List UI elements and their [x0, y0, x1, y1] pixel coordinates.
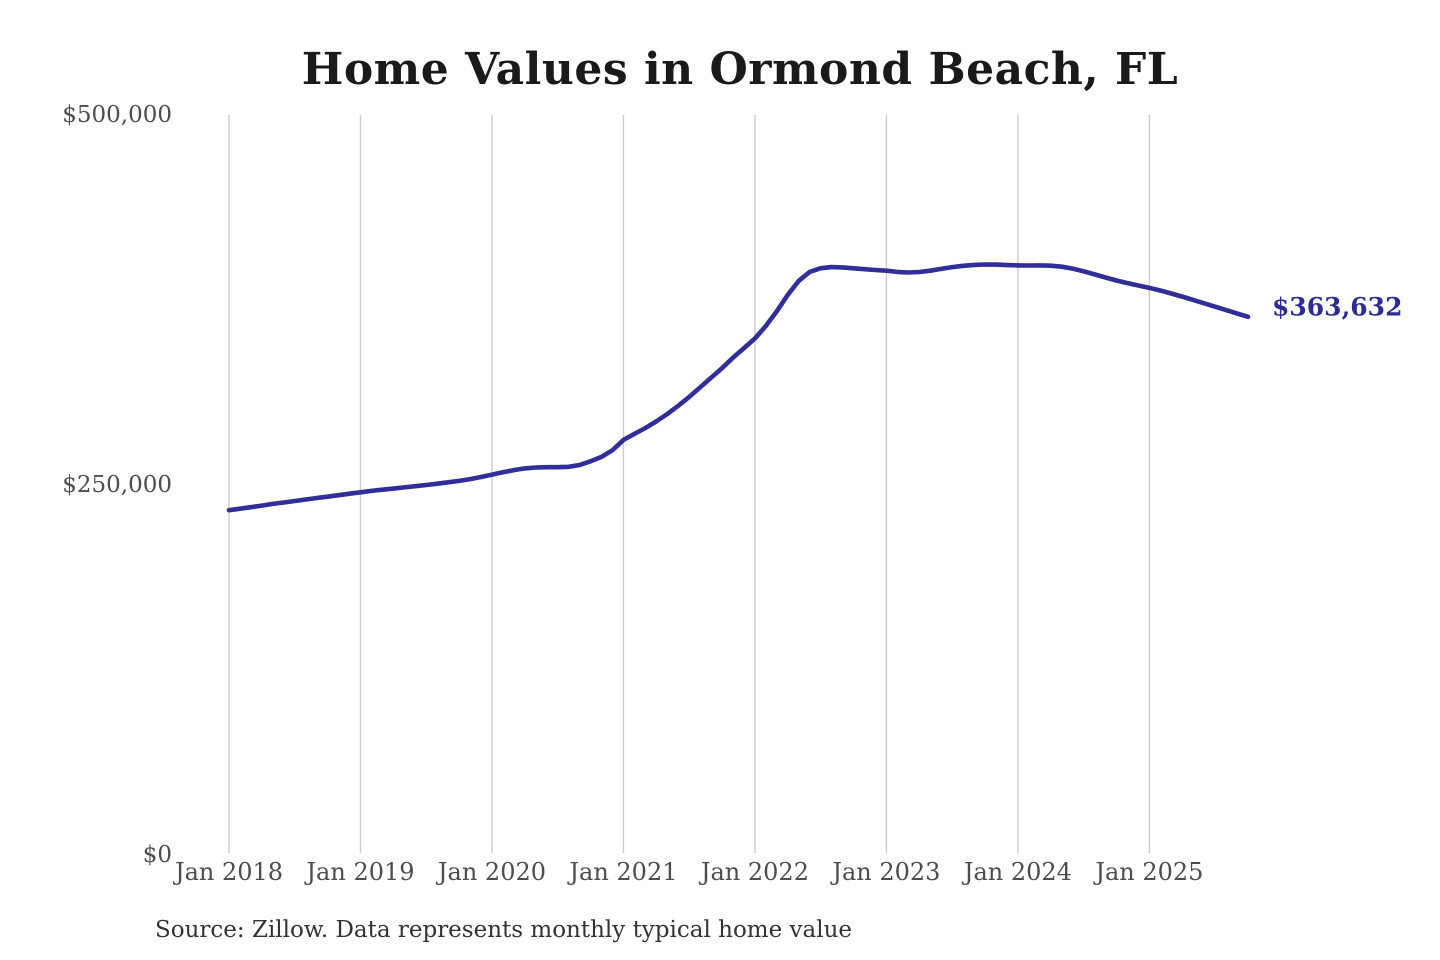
y-tick-label: $0: [142, 842, 172, 868]
x-tick-label: Jan 2018: [174, 858, 284, 886]
x-tick-label: Jan 2021: [569, 858, 678, 886]
y-tick-label: $250,000: [62, 472, 172, 498]
y-tick-label: $500,000: [62, 102, 172, 128]
latest-value-label: $363,632: [1272, 292, 1403, 322]
x-tick-label: Jan 2023: [832, 858, 941, 886]
x-tick-label: Jan 2020: [437, 858, 546, 886]
home-value-line: [226, 262, 1251, 513]
x-tick-label: Jan 2022: [700, 858, 809, 886]
x-tick-label: Jan 2024: [963, 858, 1072, 886]
source-note: Source: Zillow. Data represents monthly …: [155, 917, 853, 943]
chart-title: Home Values in Ormond Beach, FL: [301, 44, 1179, 95]
x-tick-label: Jan 2025: [1095, 858, 1204, 886]
x-tick-label: Jan 2019: [306, 858, 415, 886]
